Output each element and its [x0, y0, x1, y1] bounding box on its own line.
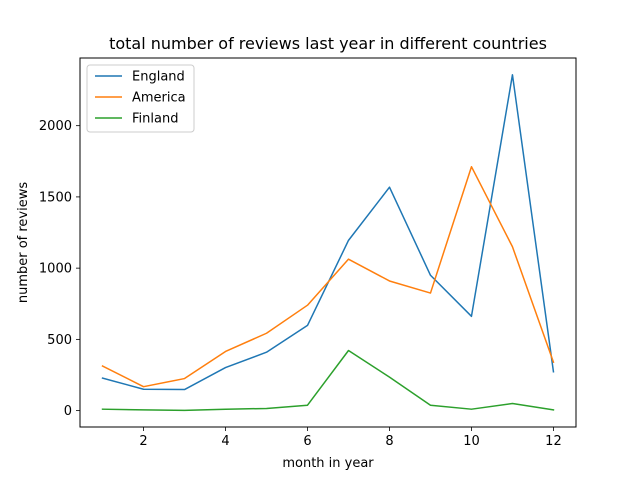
x-tick-label: 4: [221, 434, 229, 449]
series-layer: [101, 74, 555, 412]
legend-label-finland: Finland: [132, 112, 178, 127]
y-tick-label: 2000: [39, 119, 72, 134]
chart-title: total number of reviews last year in dif…: [109, 34, 547, 53]
legend: England America Finland: [86, 64, 195, 133]
x-axis-label: month in year: [282, 456, 374, 471]
y-tick-label: 1500: [39, 190, 72, 205]
series-line-finland: [101, 349, 555, 412]
y-axis-ticks: 0 500 1000 1500 2000: [39, 119, 80, 419]
series-line-america: [101, 165, 555, 388]
x-tick-label: 2: [139, 434, 147, 449]
x-tick-label: 10: [463, 434, 480, 449]
y-tick-label: 0: [64, 404, 72, 419]
x-tick-label: 6: [303, 434, 311, 449]
y-axis-label: number of reviews: [16, 182, 31, 304]
legend-label-america: America: [132, 91, 186, 106]
legend-frame: [86, 64, 195, 133]
y-tick-label: 1000: [39, 262, 72, 277]
plot-frame: [79, 57, 577, 428]
y-tick-label: 500: [47, 333, 72, 348]
x-tick-label: 12: [545, 434, 562, 449]
x-tick-label: 8: [385, 434, 393, 449]
x-axis-ticks: 2 4 6 8 10 12: [139, 427, 562, 449]
legend-label-england: England: [132, 70, 185, 85]
